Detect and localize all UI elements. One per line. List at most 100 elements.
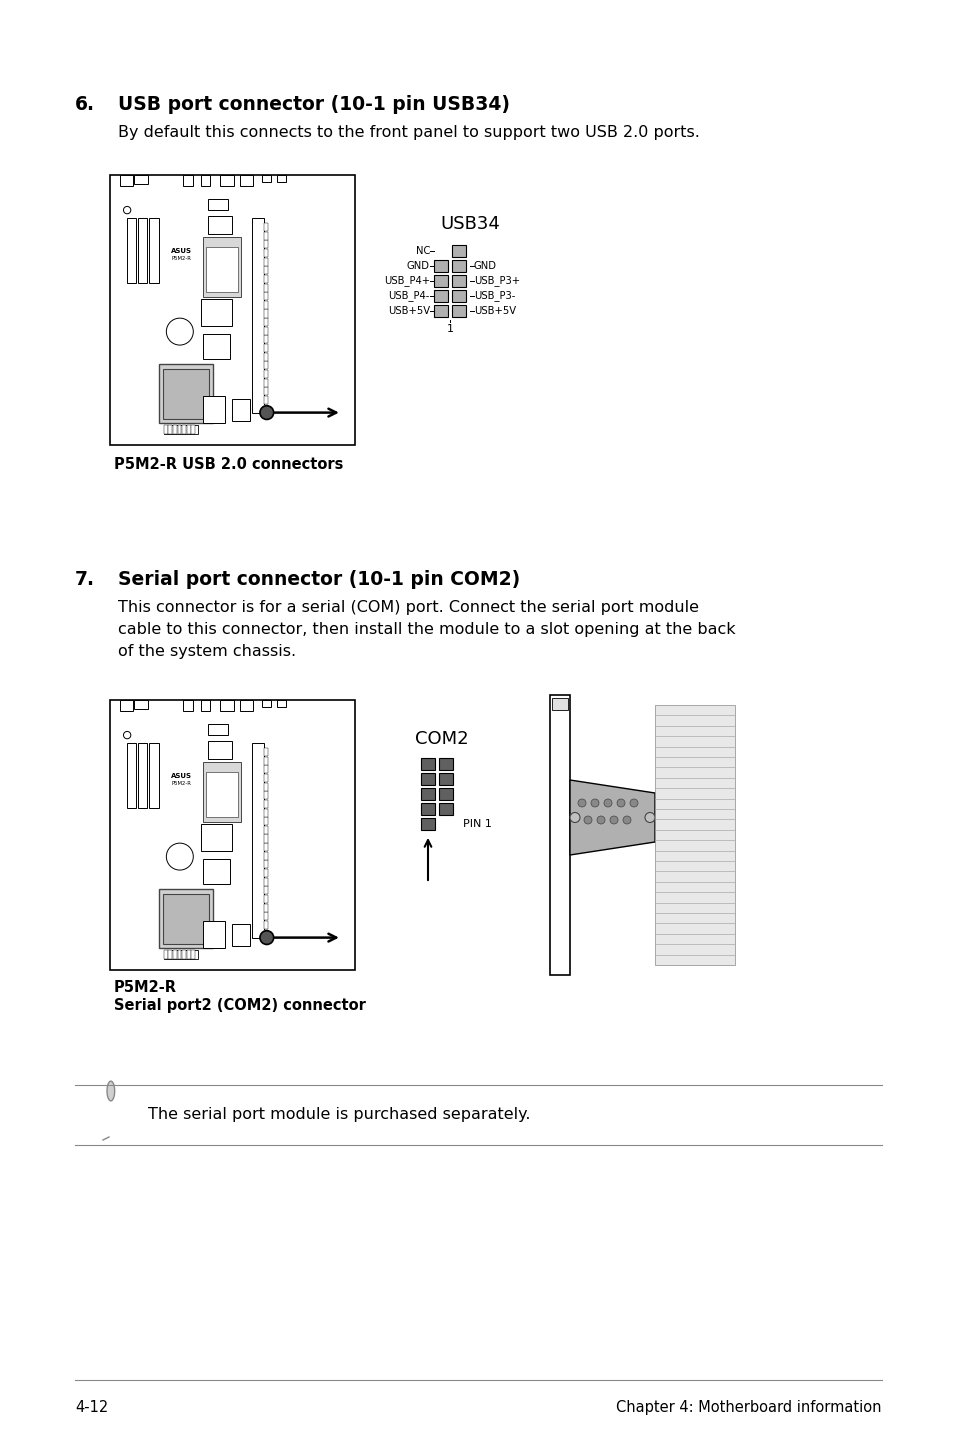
Bar <box>550 695 569 975</box>
Text: of the system chassis.: of the system chassis. <box>118 644 295 659</box>
Bar <box>264 275 268 283</box>
Bar <box>264 912 268 920</box>
Bar <box>552 697 567 710</box>
Text: Serial port2 (COM2) connector: Serial port2 (COM2) connector <box>113 998 366 1012</box>
Circle shape <box>123 207 131 214</box>
Text: USB_P4-: USB_P4- <box>388 290 430 302</box>
Text: USB_P3-: USB_P3- <box>474 290 515 302</box>
Bar <box>264 748 268 756</box>
Bar <box>203 397 225 423</box>
Bar <box>169 424 172 434</box>
Bar <box>203 860 230 883</box>
Bar <box>264 782 268 791</box>
Bar <box>264 869 268 877</box>
Text: GND: GND <box>474 262 497 270</box>
Text: P5M2-R: P5M2-R <box>172 781 191 787</box>
Bar <box>233 925 250 946</box>
Text: USB+5V: USB+5V <box>388 306 430 316</box>
Bar <box>264 370 268 378</box>
Bar <box>163 368 209 418</box>
Bar <box>149 743 158 808</box>
Bar <box>420 818 435 830</box>
Bar <box>177 949 181 959</box>
Bar <box>264 318 268 326</box>
Bar <box>220 700 233 712</box>
Text: ASUS: ASUS <box>172 247 193 253</box>
Text: 4-12: 4-12 <box>75 1401 108 1415</box>
Bar <box>252 219 264 413</box>
Bar <box>264 774 268 782</box>
Bar <box>420 788 435 800</box>
Text: 6.: 6. <box>75 95 95 114</box>
Bar <box>264 283 268 292</box>
Bar <box>264 266 268 275</box>
Bar <box>208 216 233 234</box>
Circle shape <box>597 815 604 824</box>
Bar <box>159 364 213 423</box>
Bar <box>177 424 181 434</box>
Bar <box>264 361 268 370</box>
Bar <box>434 260 448 272</box>
Circle shape <box>259 406 274 420</box>
Text: USB34: USB34 <box>439 216 499 233</box>
Bar <box>264 232 268 240</box>
Bar <box>264 825 268 834</box>
Bar <box>200 299 233 326</box>
Bar <box>200 175 210 187</box>
Bar <box>182 949 186 959</box>
Text: This connector is for a serial (COM) port. Connect the serial port module: This connector is for a serial (COM) por… <box>118 600 699 615</box>
Bar <box>264 834 268 843</box>
Bar <box>264 249 268 257</box>
Bar <box>127 219 136 283</box>
Bar <box>264 309 268 318</box>
Text: By default this connects to the front panel to support two USB 2.0 ports.: By default this connects to the front pa… <box>118 125 700 139</box>
Circle shape <box>603 800 612 807</box>
Text: NC: NC <box>416 246 430 256</box>
Bar <box>183 700 193 712</box>
Bar <box>276 175 286 181</box>
Bar <box>203 237 241 296</box>
Bar <box>164 424 168 434</box>
Bar <box>438 774 453 785</box>
Bar <box>264 843 268 851</box>
Circle shape <box>622 815 630 824</box>
Bar <box>208 741 233 759</box>
Bar <box>262 175 271 181</box>
Bar <box>138 219 148 283</box>
Bar <box>264 808 268 817</box>
Bar <box>203 762 241 821</box>
Bar <box>110 175 355 444</box>
Circle shape <box>166 318 193 345</box>
Bar <box>264 292 268 301</box>
Text: ASUS: ASUS <box>172 772 193 778</box>
Bar <box>264 301 268 309</box>
Bar <box>163 894 209 943</box>
Bar <box>200 700 210 712</box>
Text: GND: GND <box>407 262 430 270</box>
Bar <box>192 949 195 959</box>
Bar <box>434 305 448 316</box>
Text: 1: 1 <box>446 324 453 334</box>
Bar <box>264 326 268 335</box>
Bar <box>110 700 355 971</box>
Bar <box>264 903 268 912</box>
Bar <box>452 244 465 257</box>
Bar <box>262 700 271 706</box>
Bar <box>134 700 148 709</box>
Polygon shape <box>107 1081 114 1102</box>
Bar <box>264 404 268 413</box>
Bar <box>239 175 253 187</box>
Bar <box>172 949 176 959</box>
Circle shape <box>569 812 579 823</box>
Bar <box>134 175 148 184</box>
Bar <box>120 700 133 712</box>
Bar <box>420 802 435 815</box>
Circle shape <box>590 800 598 807</box>
Bar <box>208 200 228 210</box>
Text: USB port connector (10-1 pin USB34): USB port connector (10-1 pin USB34) <box>118 95 510 114</box>
Bar <box>164 424 198 434</box>
Circle shape <box>617 800 624 807</box>
Bar <box>127 743 136 808</box>
Bar <box>452 290 465 302</box>
Circle shape <box>123 732 131 739</box>
